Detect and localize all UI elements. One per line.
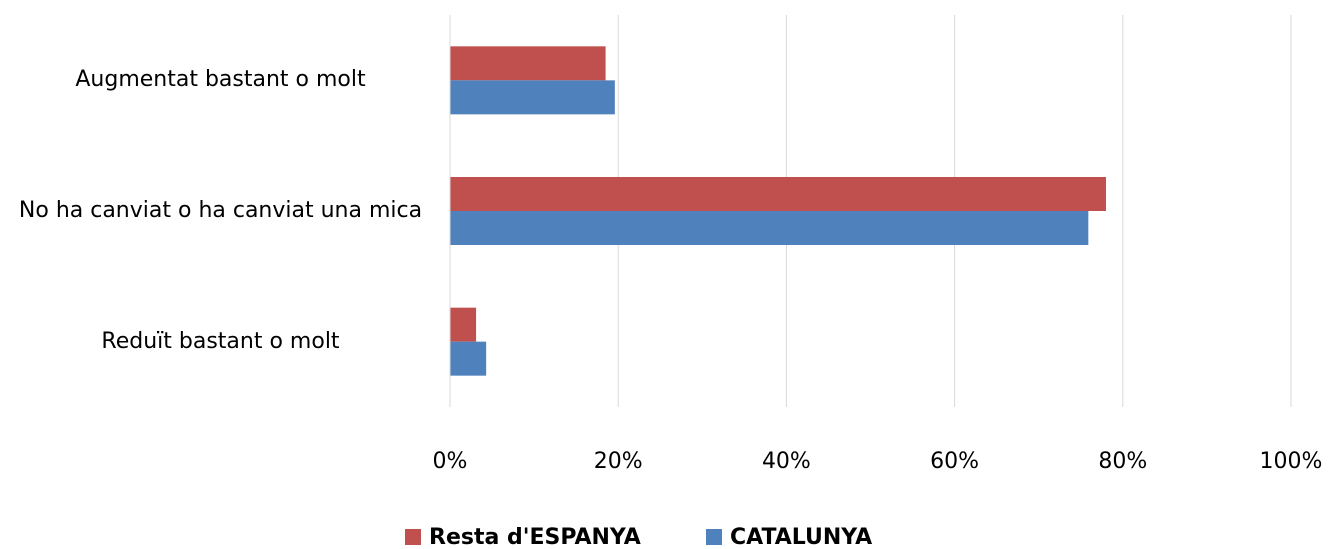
x-tick-label: 100% xyxy=(1260,449,1323,474)
x-tick-label: 20% xyxy=(594,449,643,474)
legend-swatch xyxy=(405,529,421,545)
y-tick-label: No ha canviat o ha canviat una mica xyxy=(18,198,423,223)
legend-label: Resta d'ESPANYA xyxy=(429,525,641,549)
bar xyxy=(450,307,477,342)
y-tick-label: Augmentat bastant o molt xyxy=(75,67,366,93)
legend-label: CATALUNYA xyxy=(730,525,872,549)
y-tick-label: Reduït bastant o molt xyxy=(101,328,340,354)
bar xyxy=(450,80,615,115)
x-tick-label: 60% xyxy=(930,449,979,474)
bar xyxy=(450,341,487,376)
bar xyxy=(450,211,1089,245)
x-tick-label: 80% xyxy=(1098,449,1147,474)
bar xyxy=(450,46,606,81)
legend-swatch xyxy=(706,529,722,545)
x-tick-label: 40% xyxy=(762,449,811,474)
bar xyxy=(450,177,1106,211)
x-tick-label: 0% xyxy=(433,449,468,474)
